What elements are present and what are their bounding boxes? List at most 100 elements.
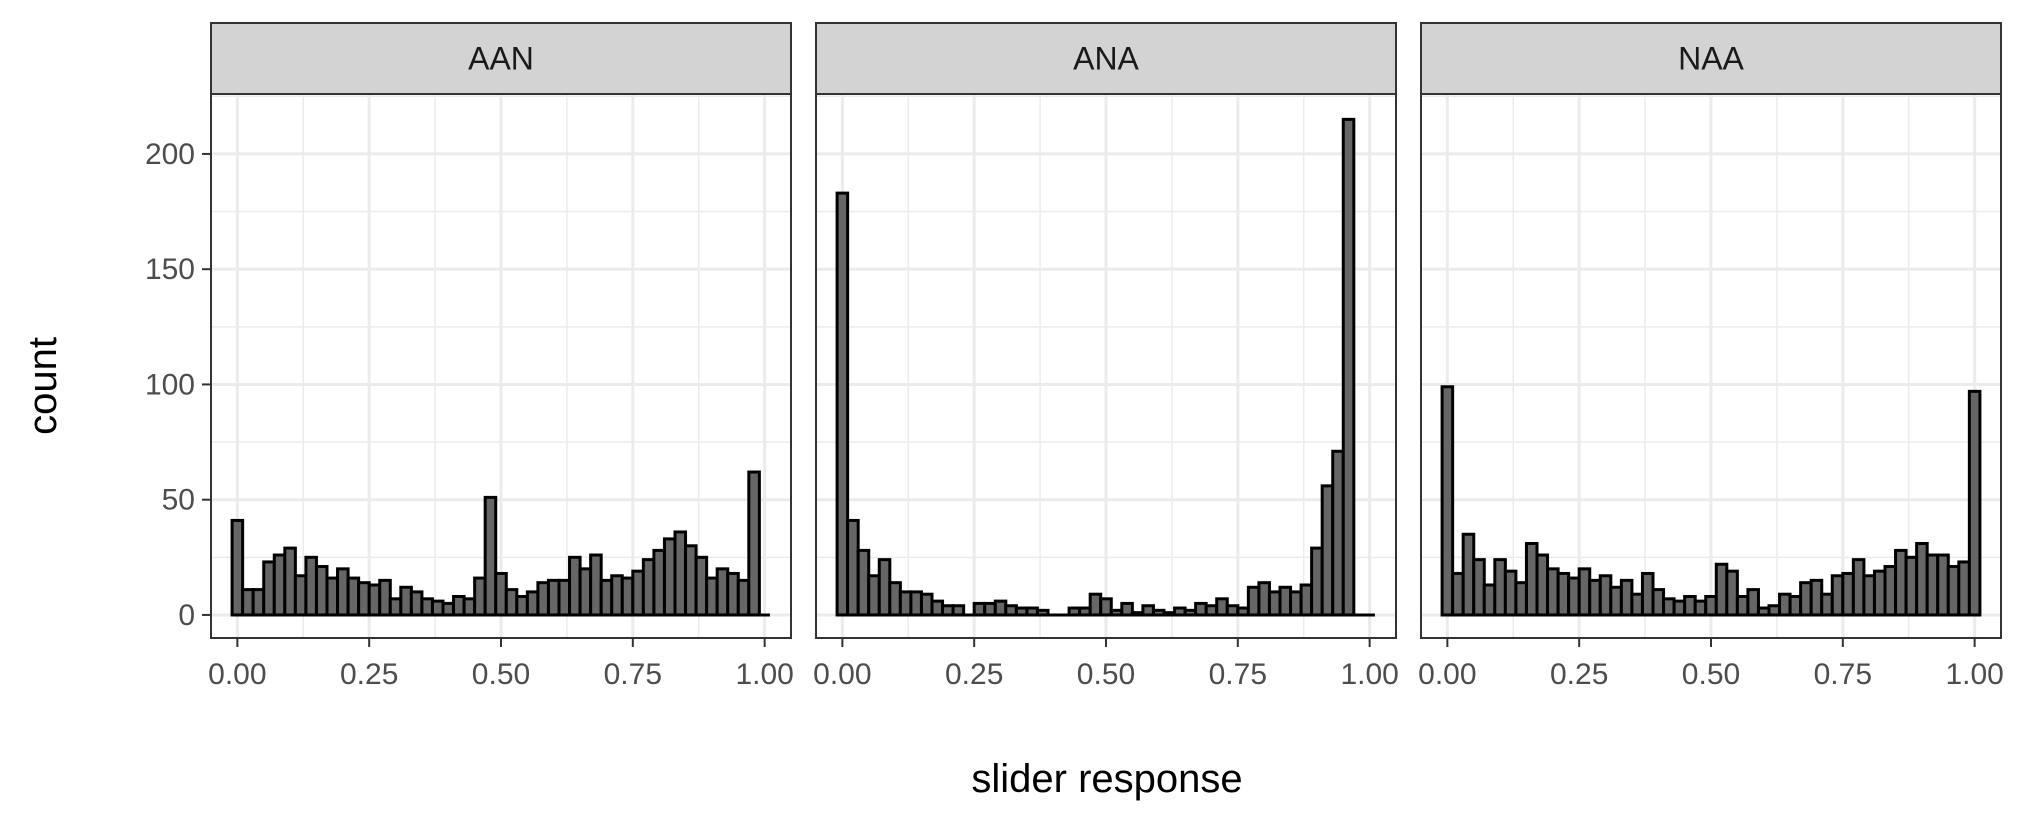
histogram-bar: [536, 581, 550, 617]
histogram-bar: [641, 558, 656, 617]
facet-panel-ana: ANA 0.00 0.25 0.50 0.75 1.00: [813, 22, 1399, 691]
histogram-bar: [251, 588, 266, 617]
histogram-bar: [1735, 595, 1750, 617]
x-axis-title: slider response: [971, 757, 1242, 801]
histogram-bar: [1577, 567, 1592, 617]
histogram-bar: [336, 567, 350, 617]
histogram-bar: [993, 599, 1008, 617]
histogram-bar: [1830, 574, 1845, 617]
histogram-bar: [1194, 601, 1208, 617]
histogram-bar: [1640, 571, 1655, 617]
histogram-bar: [1461, 532, 1476, 617]
histogram-bar: [1472, 558, 1486, 617]
facet-strip-label: NAA: [1678, 41, 1744, 77]
histogram-bar: [631, 569, 645, 617]
histogram-bar: [1099, 597, 1113, 617]
histogram-bar: [1088, 592, 1103, 617]
histogram-bar: [283, 546, 297, 617]
histogram-bar: [909, 590, 923, 617]
histogram-bar: [1588, 578, 1602, 617]
histogram-bar: [525, 590, 540, 617]
histogram-bar: [388, 597, 403, 617]
histogram-bar: [314, 565, 329, 617]
histogram-bar: [1609, 585, 1623, 617]
histogram-bar: [515, 595, 529, 617]
histogram-bar: [1662, 597, 1676, 617]
facet-strip-label: ANA: [1073, 41, 1139, 77]
histogram-bar: [1535, 553, 1550, 617]
histogram-bar: [1320, 484, 1335, 617]
x-tick-label: 0.25: [945, 658, 1003, 691]
histogram-bar: [652, 548, 666, 617]
histogram-bar: [241, 588, 255, 617]
histogram-bar: [736, 578, 751, 617]
histogram-bar: [473, 576, 487, 617]
histogram-bar: [1915, 541, 1929, 617]
histogram-bar: [494, 571, 508, 617]
histogram-bar: [846, 518, 860, 617]
histogram-bar: [1925, 553, 1940, 617]
histogram-bar: [1289, 590, 1303, 617]
histogram-bar: [1788, 595, 1803, 617]
histogram-bar: [1967, 389, 1982, 617]
histogram-bar: [1957, 560, 1971, 617]
histogram-bar: [1841, 571, 1855, 617]
histogram-bar: [747, 470, 761, 617]
histogram-bar: [293, 574, 308, 617]
x-tick-label: 0.00: [208, 658, 266, 691]
facet-panel-aan: AAN 0.00 0.25 0.50 0.75 1.00: [208, 22, 794, 691]
histogram-bar: [898, 590, 913, 617]
histogram-bar: [1778, 592, 1792, 617]
histogram-bar: [420, 597, 434, 617]
x-tick-label: 0.00: [813, 658, 871, 691]
histogram-bar: [304, 555, 318, 617]
x-tick-label: 0.75: [604, 658, 662, 691]
histogram-bar: [325, 576, 340, 617]
histogram-bar: [1683, 595, 1697, 617]
y-tick-label: 100: [145, 368, 195, 401]
histogram-bar: [1630, 592, 1644, 617]
histogram-bar: [1598, 574, 1613, 617]
histogram-bar: [1246, 585, 1261, 617]
histogram-bar: [983, 601, 997, 617]
histogram-bar: [1820, 592, 1834, 617]
histogram-bar: [1503, 569, 1518, 617]
histogram-bar: [1493, 558, 1507, 617]
histogram-bar: [1567, 576, 1581, 617]
x-tick-label: 0.50: [1682, 658, 1740, 691]
x-tick-label: 1.00: [1945, 658, 2003, 691]
histogram-bar: [1546, 567, 1560, 617]
histogram-bar: [1872, 569, 1887, 617]
histogram-bar: [430, 599, 445, 617]
x-tick-label: 0.50: [472, 658, 530, 691]
histogram-bar: [715, 567, 730, 617]
histogram-bar: [1451, 571, 1465, 617]
histogram-bar: [1714, 562, 1729, 617]
histogram-bar: [1341, 117, 1356, 617]
histogram-bar: [1851, 558, 1866, 617]
histogram-bar: [684, 544, 698, 617]
histogram-bar: [504, 588, 519, 617]
histogram-bar: [1215, 597, 1229, 617]
histogram-bar: [1672, 599, 1687, 617]
histogram-bar: [888, 581, 902, 617]
histogram-bar: [1809, 578, 1824, 617]
histogram-bar: [378, 578, 392, 617]
histogram-bar: [726, 571, 740, 617]
facet-panel-naa: NAA 0.00 0.25 0.50 0.75 1.00: [1418, 22, 2004, 691]
histogram-bar: [1619, 578, 1634, 617]
histogram-bar: [483, 495, 498, 617]
histogram-bar: [972, 601, 987, 617]
y-tick-label: 200: [145, 138, 195, 171]
facet-strip-label: AAN: [468, 41, 534, 77]
histogram-bar: [367, 583, 382, 617]
histogram-bar: [1299, 583, 1314, 617]
histogram-bar: [877, 558, 892, 617]
histogram-bar: [1278, 585, 1293, 617]
histogram-bar: [272, 553, 287, 617]
histogram-bar: [856, 548, 871, 617]
y-axis: 0 50 100 150 200: [145, 138, 211, 632]
histogram-bar: [1693, 599, 1708, 617]
histogram-bar: [1120, 601, 1134, 617]
y-tick-label: 50: [162, 484, 195, 517]
